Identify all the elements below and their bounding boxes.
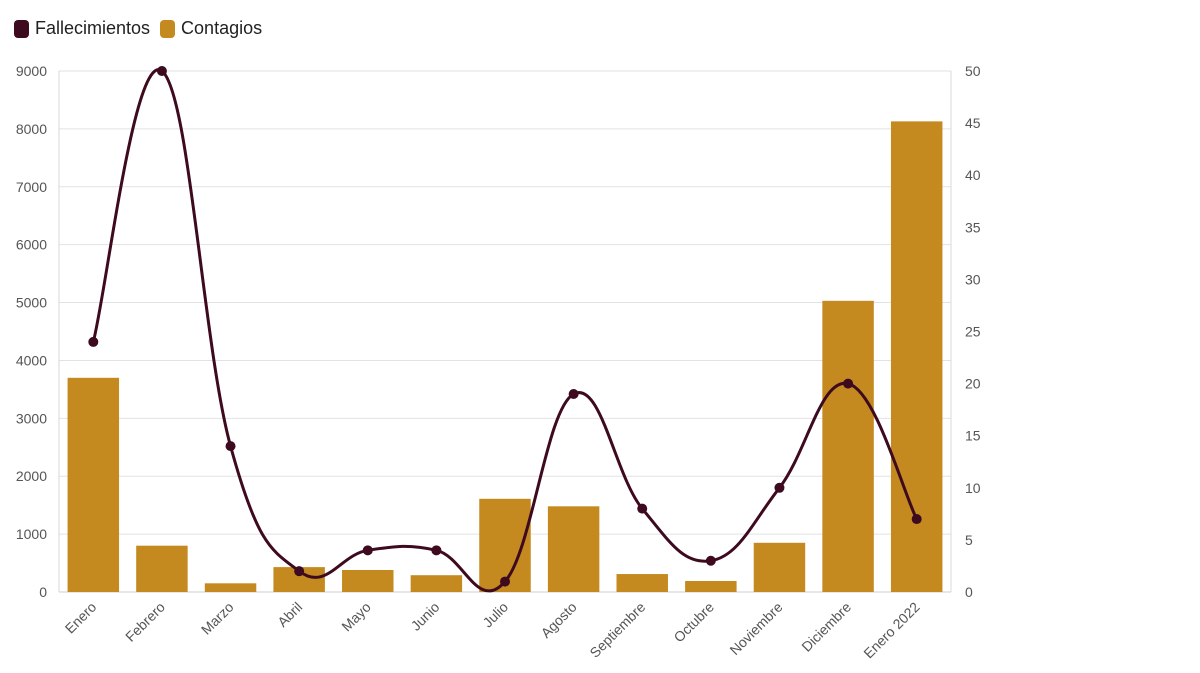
point-fallecimientos [843,378,854,389]
legend-swatch-fallecimientos [14,19,29,38]
y-right-tick-label: 20 [965,376,981,392]
bar-contagios [890,121,943,592]
y-right-tick-label: 15 [965,428,981,444]
bar-contagios [616,574,668,592]
bar-contagios [547,506,600,592]
y-right-tick-label: 40 [965,167,981,183]
x-tick-label: Enero [62,599,100,637]
point-fallecimientos [568,389,579,400]
y-left-tick-label: 4000 [16,352,47,368]
x-tick-label: Junio [408,599,443,634]
point-fallecimientos [225,441,236,452]
bar-contagios [67,377,120,592]
y-right-tick-label: 30 [965,271,981,287]
y-left-tick-label: 9000 [16,63,47,79]
point-fallecimientos [705,555,716,566]
y-left-tick-label: 6000 [16,237,47,253]
y-left-tick-label: 8000 [16,121,47,137]
x-tick-label: Enero 2022 [860,599,923,662]
bar-contagios [410,575,463,592]
legend: Fallecimientos Contagios [14,18,262,39]
bar-contagios [204,583,257,592]
y-right-tick-label: 25 [965,324,981,340]
y-right-tick-label: 5 [965,532,973,548]
point-fallecimientos [362,545,373,556]
y-right-tick-label: 45 [965,115,981,131]
x-tick-label: Septiembre [586,599,648,661]
y-left-tick-label: 7000 [16,179,47,195]
y-right-tick-label: 50 [965,63,981,79]
bar-contagios [685,581,737,592]
x-tick-label: Diciembre [798,599,854,655]
x-tick-label: Octubre [670,599,717,646]
legend-item-contagios[interactable]: Contagios [160,18,262,39]
point-fallecimientos [156,66,167,76]
point-fallecimientos [911,514,922,525]
y-right-tick-label: 35 [965,219,981,235]
x-tick-label: Agosto [538,599,580,641]
legend-label-fallecimientos: Fallecimientos [35,18,151,38]
legend-item-fallecimientos[interactable]: Fallecimientos [14,18,150,39]
bar-contagios [753,542,806,592]
y-left-tick-label: 0 [39,584,47,600]
x-tick-label: Mayo [338,599,374,635]
y-left-tick-label: 5000 [16,295,47,311]
x-tick-label: Febrero [122,599,168,645]
legend-label-contagios: Contagios [181,18,263,38]
y-right-tick-label: 0 [965,584,973,600]
x-tick-label: Abril [274,599,305,630]
point-fallecimientos [431,545,442,556]
bar-contagios [342,570,394,592]
point-fallecimientos [294,566,305,577]
point-fallecimientos [637,503,648,514]
point-fallecimientos [88,336,99,347]
y-left-tick-label: 3000 [16,410,47,426]
bar-contagios [136,545,188,592]
y-right-tick-label: 10 [965,480,981,496]
y-left-tick-label: 1000 [16,526,47,542]
y-left-tick-label: 2000 [16,468,47,484]
x-tick-label: Noviembre [726,599,785,658]
x-tick-label: Julio [479,599,511,631]
point-fallecimientos [500,576,510,587]
bar-contagios [822,300,874,592]
x-tick-label: Marzo [198,599,237,638]
point-fallecimientos [774,482,785,493]
legend-swatch-contagios [160,19,176,38]
